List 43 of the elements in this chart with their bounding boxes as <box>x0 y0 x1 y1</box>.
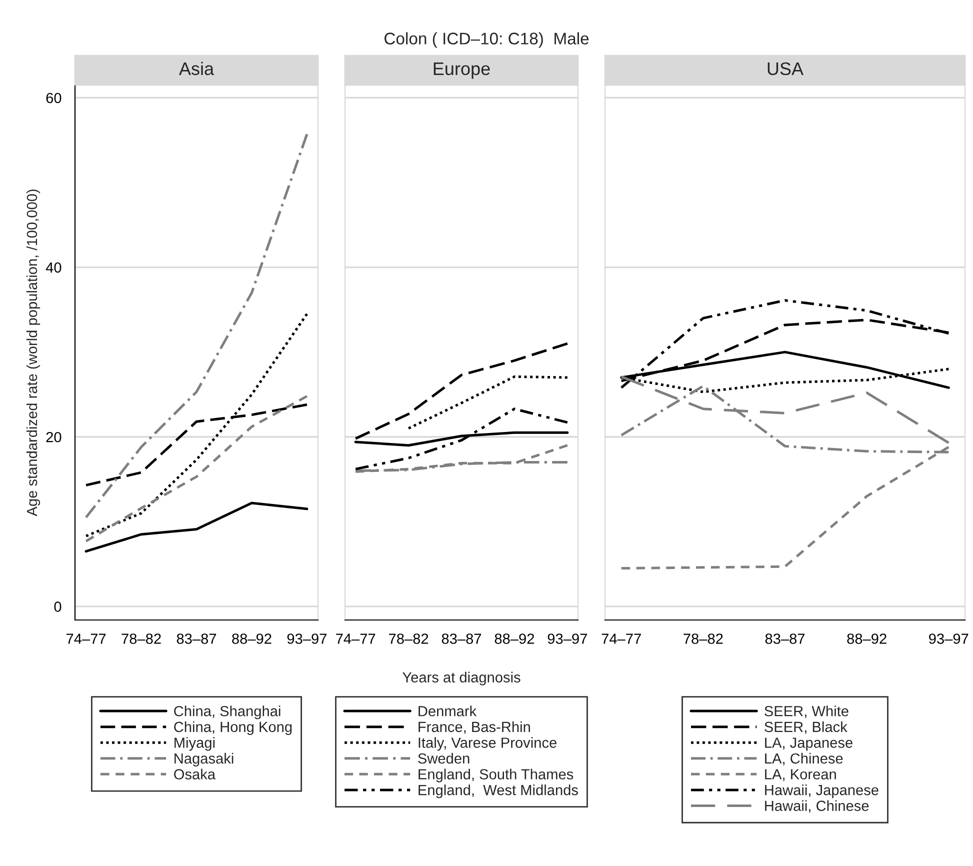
x-tick-label: 83–87 <box>442 634 482 644</box>
y-tick-label: 40 <box>46 262 62 273</box>
x-tick-label: 93–97 <box>548 634 587 644</box>
x-tick-label: 83–87 <box>176 634 216 644</box>
legend-label: Osaka <box>174 768 216 780</box>
legend-label: Italy, Varese Province <box>418 737 556 751</box>
y-tick-label: 0 <box>54 602 62 612</box>
legend-label: Hawaii, Chinese <box>765 800 869 813</box>
legend-label: Denmark <box>418 706 477 716</box>
legend-label: England, South Thames <box>418 768 574 782</box>
legend-label: Sweden <box>418 752 470 764</box>
legend-label: France, Bas-Rhin <box>418 721 530 734</box>
x-axis-title: Years at diagnosis <box>402 672 520 686</box>
chart-title: Asia <box>178 62 214 76</box>
legend-label: SEER, White <box>764 706 848 718</box>
legend-label: England, West Midlands <box>418 784 578 798</box>
x-tick-label: 88–92 <box>494 634 534 644</box>
y-tick-label: 20 <box>46 432 62 442</box>
legend-label: Hawaii, Japanese <box>765 784 878 798</box>
legend-label: Nagasaki <box>174 752 234 767</box>
x-tick-label: 78–82 <box>389 634 428 644</box>
legend-label: SEER, Black <box>764 721 848 734</box>
x-tick-label: 74–77 <box>602 634 641 644</box>
y-axis-title: Age standardized rate (world population, /100,000) <box>26 190 40 516</box>
x-tick-label: 74–77 <box>336 634 376 644</box>
x-tick-label: 88–92 <box>232 634 272 644</box>
legend-label: LA, Chinese <box>765 752 843 766</box>
text: Colon ( ICD–10: C18) Male <box>384 32 589 48</box>
x-tick-label: 93–97 <box>929 634 968 644</box>
legend-label: Miyagi <box>174 737 215 751</box>
x-tick-label: 83–87 <box>765 634 805 644</box>
x-tick-label: 93–97 <box>287 634 326 644</box>
legend-label: LA, Korean <box>765 769 836 782</box>
x-tick-label: 74–77 <box>66 634 106 644</box>
x-tick-label: 78–82 <box>684 634 723 644</box>
chart-title: Europe <box>434 62 490 79</box>
y-tick-label: 60 <box>46 92 62 104</box>
x-tick-label: 78–82 <box>122 634 161 644</box>
legend-label: China, Shanghai <box>174 706 280 720</box>
legend-label: LA, Japanese <box>765 738 852 751</box>
legend-label: China, Hong Kong <box>174 721 292 735</box>
chart-title: USA <box>768 62 804 76</box>
x-tick-label: 88–92 <box>847 634 886 644</box>
